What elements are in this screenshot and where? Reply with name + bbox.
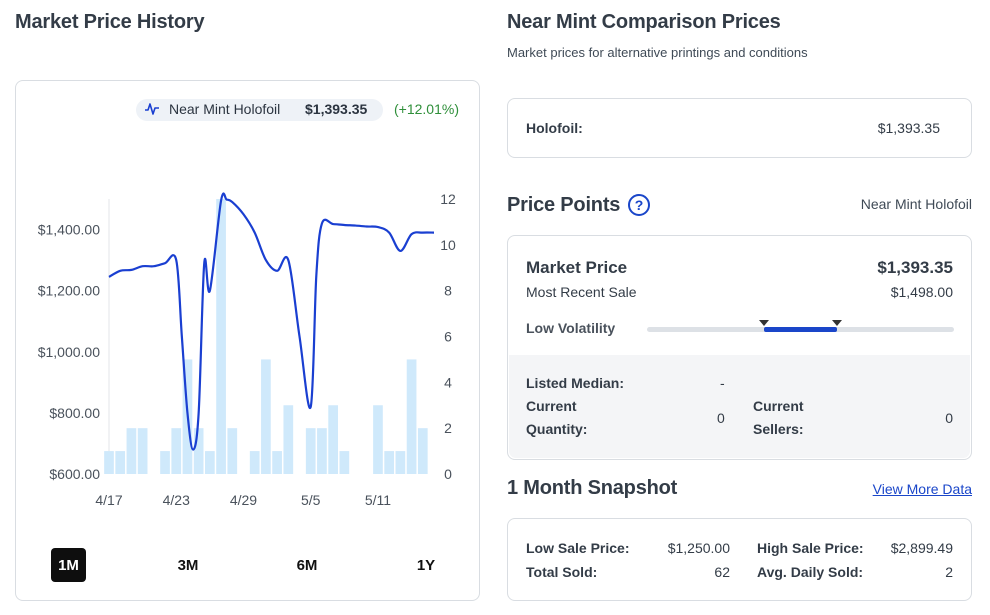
y-tick-label: $800.00 [49, 405, 100, 421]
legend-series-change: (+12.01%) [394, 101, 459, 117]
market-price-history-title: Market Price History [15, 11, 205, 33]
volume-bar [261, 359, 271, 474]
high-sale-value: $2,899.49 [890, 540, 953, 556]
total-sold-label: Total Sold: [526, 564, 598, 580]
x-tick-label: 4/23 [163, 492, 190, 508]
range-button-1m[interactable]: 1M [51, 548, 86, 582]
y2-tick-label: 10 [440, 237, 456, 253]
volume-bar [406, 359, 417, 474]
y-tick-label: $1,000.00 [38, 344, 100, 360]
volatility-meter [647, 320, 954, 332]
volume-bar [171, 428, 182, 474]
volume-bar [249, 451, 260, 474]
total-sold-value: 62 [714, 564, 730, 580]
volume-bar [126, 428, 137, 474]
comparison-subtitle: Market prices for alternative printings … [507, 45, 808, 60]
y2-tick-label: 12 [440, 191, 456, 207]
current-quantity-label-line1: Current [526, 398, 577, 414]
comparison-card: Holofoil: $1,393.35 [507, 98, 972, 158]
low-sale-value: $1,250.00 [667, 540, 730, 556]
price-points-condition: Near Mint Holofoil [860, 196, 972, 212]
volatility-range-fill [763, 327, 838, 332]
price-series-line [108, 192, 435, 451]
volume-bar [205, 451, 215, 474]
y2-tick-label: 0 [444, 466, 452, 482]
price-history-chart: $600.00 $800.00 $1,000.00 $1,200.00 $1,400.0… [38, 191, 456, 508]
y-tick-label: $1,400.00 [38, 222, 100, 238]
line-chart-icon [145, 103, 159, 115]
range-button-3m[interactable]: 3M [177, 556, 199, 574]
y2-tick-label: 2 [444, 420, 452, 436]
recent-sale-label: Most Recent Sale [526, 284, 637, 300]
volatility-high-marker [832, 320, 843, 326]
price-points-title: Price Points [507, 194, 621, 216]
y2-tick-label: 8 [444, 283, 452, 299]
volume-bar [160, 451, 170, 474]
volume-bar [417, 428, 428, 474]
recent-sale-value: $1,498.00 [890, 284, 953, 300]
volume-bar [395, 451, 406, 474]
volume-bar [216, 199, 226, 474]
low-sale-label: Low Sale Price: [526, 540, 630, 556]
volume-bar [317, 428, 327, 474]
holofoil-value: $1,393.35 [877, 120, 940, 136]
volume-bar [137, 428, 148, 474]
volume-bar [104, 451, 114, 474]
view-more-data-link[interactable]: View More Data [872, 481, 972, 497]
price-chart-card: Near Mint Holofoil $1,393.35 (+12.01%) $… [15, 80, 480, 601]
help-icon[interactable]: ? [628, 194, 650, 216]
volume-bar [305, 428, 316, 474]
volume-bar [115, 451, 126, 474]
x-tick-label: 4/29 [230, 492, 257, 508]
volume-bar [339, 451, 350, 474]
x-tick-label: 4/17 [95, 492, 122, 508]
legend-series-price: $1,393.35 [305, 101, 368, 117]
snapshot-card: Low Sale Price: $1,250.00 High Sale Pric… [507, 518, 972, 601]
range-button-1y[interactable]: 1Y [416, 556, 436, 574]
volume-bar [328, 405, 338, 474]
listing-stats: Listed Median: - Current Quantity: 0 Cur… [509, 355, 970, 458]
legend-pill[interactable] [136, 99, 383, 121]
x-tick-label: 5/5 [301, 492, 321, 508]
price-points-card: Market Price $1,393.35 Most Recent Sale … [507, 235, 972, 460]
market-price-value: $1,393.35 [877, 258, 953, 277]
current-sellers-label-line2: Sellers: [753, 421, 804, 437]
y-tick-label: $1,200.00 [38, 283, 100, 299]
volatility-label: Low Volatility [526, 320, 616, 336]
market-price-label: Market Price [526, 258, 628, 277]
volume-bar [373, 405, 383, 474]
volume-bar [272, 451, 282, 474]
snapshot-title: 1 Month Snapshot [507, 477, 678, 499]
listed-median-value: - [720, 375, 725, 391]
volume-bar [193, 428, 204, 474]
current-quantity-label-line2: Quantity: [526, 421, 588, 437]
y2-tick-label: 4 [444, 374, 452, 390]
y2-tick-label: 6 [444, 329, 452, 345]
legend-series-name: Near Mint Holofoil [169, 101, 281, 117]
avg-daily-sold-label: Avg. Daily Sold: [757, 564, 864, 580]
holofoil-label: Holofoil: [526, 120, 583, 136]
high-sale-label: High Sale Price: [757, 540, 864, 556]
volatility-low-marker [758, 320, 769, 326]
current-quantity-value: 0 [717, 410, 725, 426]
avg-daily-sold-value: 2 [945, 564, 953, 580]
listed-median-label: Listed Median: [526, 375, 625, 391]
volume-bar [384, 451, 395, 474]
current-sellers-label-line1: Current [753, 398, 804, 414]
y-tick-label: $600.00 [49, 466, 100, 482]
current-sellers-value: 0 [945, 410, 953, 426]
comparison-title: Near Mint Comparison Prices [507, 11, 781, 33]
range-button-6m[interactable]: 6M [296, 556, 318, 574]
volume-bar [283, 405, 294, 474]
x-tick-label: 5/11 [365, 492, 391, 508]
volume-bar [227, 428, 238, 474]
